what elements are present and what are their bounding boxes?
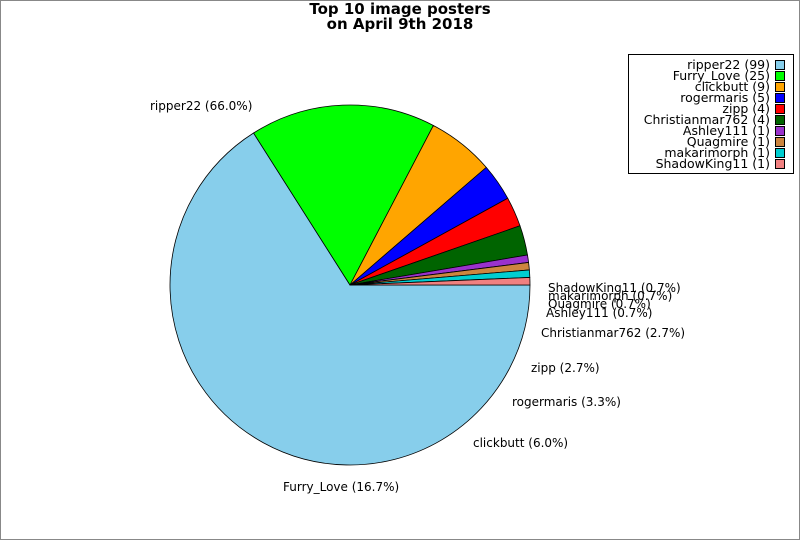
chart-legend: ripper22 (99) Furry_Love (25) clickbutt (9… — [628, 54, 794, 174]
slice-label-ashley111: Ashley111 (0.7%) — [546, 306, 652, 320]
legend-swatch — [775, 92, 785, 103]
legend-swatch — [775, 158, 785, 169]
legend-swatch — [775, 125, 785, 136]
slice-label-clickbutt: clickbutt (6.0%) — [473, 436, 568, 450]
legend-entry-clickbutt: clickbutt (9) — [694, 79, 785, 94]
slice-label-shadowking11: ShadowKing11 (0.7%) — [548, 281, 681, 295]
slice-label-zipp: zipp (2.7%) — [531, 361, 600, 375]
slice-label-quagmire: Quagmire (0.7%) — [548, 297, 651, 311]
slice-label-furry_love: Furry_Love (16.7%) — [283, 480, 399, 494]
slice-label-ripper22: ripper22 (66.0%) — [150, 99, 252, 113]
legend-label: Quagmire (1) — [686, 134, 770, 149]
legend-swatch — [775, 81, 785, 92]
pie-slice-ripper22 — [169, 132, 531, 466]
legend-entry-makarimorph: makarimorph (1) — [664, 145, 785, 160]
legend-swatch — [775, 70, 785, 81]
legend-entry-quagmire: Quagmire (1) — [686, 134, 785, 149]
legend-swatch — [775, 114, 785, 125]
chart-title-line-1: Top 10 image posters — [309, 0, 491, 18]
legend-swatch — [775, 103, 785, 114]
pie-slice-furry_love — [253, 104, 434, 286]
slice-label-christianmar762: Christianmar762 (2.7%) — [541, 326, 685, 340]
slice-label-rogermaris: rogermaris (3.3%) — [512, 395, 621, 409]
legend-label: Christianmar762 (4) — [643, 112, 770, 127]
legend-label: ShadowKing11 (1) — [655, 156, 770, 171]
legend-entry-furry_love: Furry_Love (25) — [672, 68, 785, 83]
legend-swatch — [775, 59, 785, 70]
legend-swatch — [775, 136, 785, 147]
legend-label: ripper22 (99) — [687, 57, 770, 72]
legend-entry-ashley111: Ashley111 (1) — [682, 123, 785, 138]
legend-label: zipp (4) — [722, 101, 770, 116]
chart-title-line-2: on April 9th 2018 — [326, 15, 474, 33]
legend-label: clickbutt (9) — [694, 79, 770, 94]
legend-entry-rogermaris: rogermaris (5) — [680, 90, 785, 105]
legend-label: Ashley111 (1) — [682, 123, 770, 138]
chart-title: Top 10 image posters on April 9th 2018 — [0, 2, 800, 32]
legend-label: makarimorph (1) — [664, 145, 770, 160]
slice-label-makarimorph: makarimorph (0.7%) — [548, 289, 672, 303]
legend-label: Furry_Love (25) — [672, 68, 770, 83]
legend-entry-ripper22: ripper22 (99) — [687, 57, 785, 72]
legend-entry-shadowking11: ShadowKing11 (1) — [655, 156, 785, 171]
legend-swatch — [775, 147, 785, 158]
legend-entry-christianmar762: Christianmar762 (4) — [643, 112, 785, 127]
pie-slice-shadowking11 — [349, 277, 531, 286]
legend-entry-zipp: zipp (4) — [722, 101, 785, 116]
legend-label: rogermaris (5) — [680, 90, 770, 105]
